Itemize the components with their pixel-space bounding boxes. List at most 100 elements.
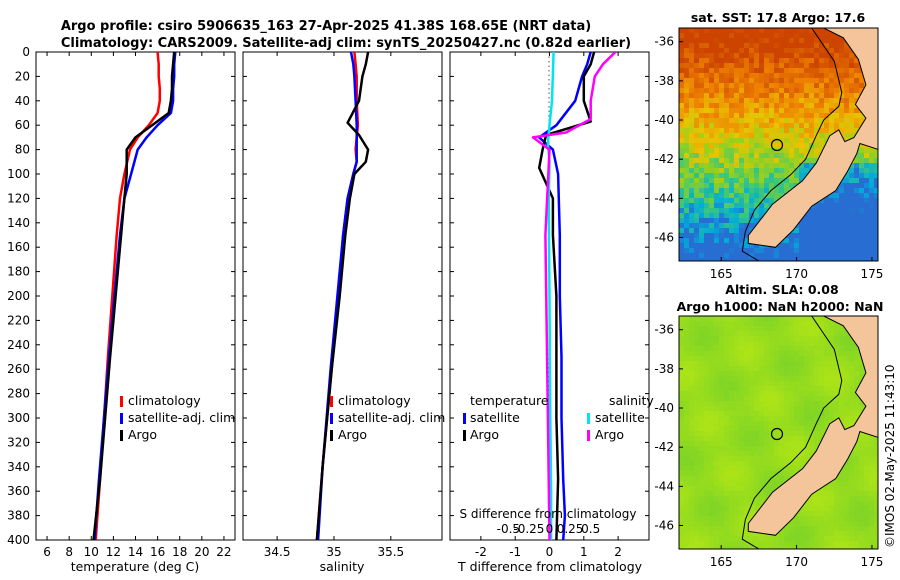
map-cell	[709, 193, 715, 199]
map-cell	[874, 243, 878, 249]
map-cell	[839, 193, 845, 199]
map-cell	[794, 431, 800, 437]
map-cell	[869, 446, 875, 452]
map-cell	[714, 531, 720, 537]
map-cell	[729, 351, 735, 357]
x-tick-label: 1	[580, 545, 588, 559]
map-cell	[824, 108, 830, 114]
land-mass	[747, 316, 878, 536]
map-cell	[764, 391, 770, 397]
map-cell	[849, 213, 855, 219]
map-cell	[699, 78, 705, 84]
map-cell	[694, 218, 700, 224]
map-cell	[774, 53, 780, 59]
map-cell	[744, 391, 750, 397]
map-cell	[699, 531, 705, 537]
map-cell	[724, 143, 730, 149]
map-cell	[719, 531, 725, 537]
map-cell	[729, 416, 735, 422]
map-cell	[754, 188, 760, 194]
map-cell	[689, 78, 695, 84]
map-cell	[784, 93, 790, 99]
map-cell	[724, 73, 730, 79]
map-cell	[769, 133, 775, 139]
map-cell	[794, 386, 800, 392]
map-cell	[749, 53, 755, 59]
map-cell	[804, 416, 810, 422]
map-cell	[749, 128, 755, 134]
map-cell	[689, 228, 695, 234]
map-cell	[744, 78, 750, 84]
map-cell	[769, 421, 775, 427]
map-cell	[834, 511, 840, 517]
map-cell	[819, 371, 825, 377]
map-cell	[779, 183, 785, 189]
map-cell	[829, 321, 835, 327]
map-cell	[764, 93, 770, 99]
map-cell	[819, 48, 825, 54]
map-cell	[839, 401, 845, 407]
map-cell	[754, 491, 760, 497]
map-cell	[804, 341, 810, 347]
map-cell	[689, 243, 695, 249]
map-cell	[759, 451, 765, 457]
map-cell	[789, 441, 795, 447]
map-cell	[764, 476, 770, 482]
map-cell	[764, 371, 770, 377]
map-cell	[704, 133, 710, 139]
map-y-tick-label: -42	[654, 152, 674, 166]
map-cell	[824, 133, 830, 139]
map-cell	[849, 228, 855, 234]
map-cell	[744, 401, 750, 407]
map-cell	[684, 326, 690, 332]
map-cell	[794, 158, 800, 164]
map-cell	[679, 346, 685, 352]
map-cell	[724, 118, 730, 124]
map-cell	[859, 446, 865, 452]
map-cell	[834, 73, 840, 79]
map-cell	[759, 401, 765, 407]
map-cell	[769, 153, 775, 159]
map-cell	[684, 396, 690, 402]
map-cell	[844, 516, 850, 522]
map-cell	[759, 53, 765, 59]
map-cell	[864, 536, 870, 542]
map-cell	[714, 158, 720, 164]
map-cell	[819, 28, 825, 34]
map-cell	[749, 108, 755, 114]
map-cell	[719, 346, 725, 352]
map-cell	[734, 491, 740, 497]
map-cell	[684, 158, 690, 164]
map-cell	[799, 153, 805, 159]
map-cell	[699, 396, 705, 402]
map-cell	[739, 153, 745, 159]
map-cell	[814, 371, 820, 377]
map-cell	[869, 481, 875, 487]
map-cell	[789, 436, 795, 442]
map-cell	[754, 118, 760, 124]
map-cell	[719, 456, 725, 462]
map-cell	[739, 396, 745, 402]
map-cell	[699, 486, 705, 492]
map-cell	[689, 198, 695, 204]
map-cell	[764, 98, 770, 104]
map-cell	[704, 223, 710, 229]
map-cell	[844, 98, 850, 104]
map-cell	[704, 496, 710, 502]
map-cell	[744, 178, 750, 184]
map-cell	[709, 143, 715, 149]
map-cell	[829, 546, 835, 549]
map-cell	[829, 401, 835, 407]
map-cell	[704, 451, 710, 457]
map-cell	[744, 148, 750, 154]
map-cell	[679, 376, 685, 382]
map-cell	[869, 531, 875, 537]
map-cell	[769, 128, 775, 134]
map-cell	[679, 481, 685, 487]
map-cell	[764, 153, 770, 159]
map-cell	[694, 138, 700, 144]
map-cell	[824, 391, 830, 397]
map-cell	[834, 113, 840, 119]
map-cell	[794, 103, 800, 109]
map-y-tick-label: -36	[654, 323, 674, 337]
